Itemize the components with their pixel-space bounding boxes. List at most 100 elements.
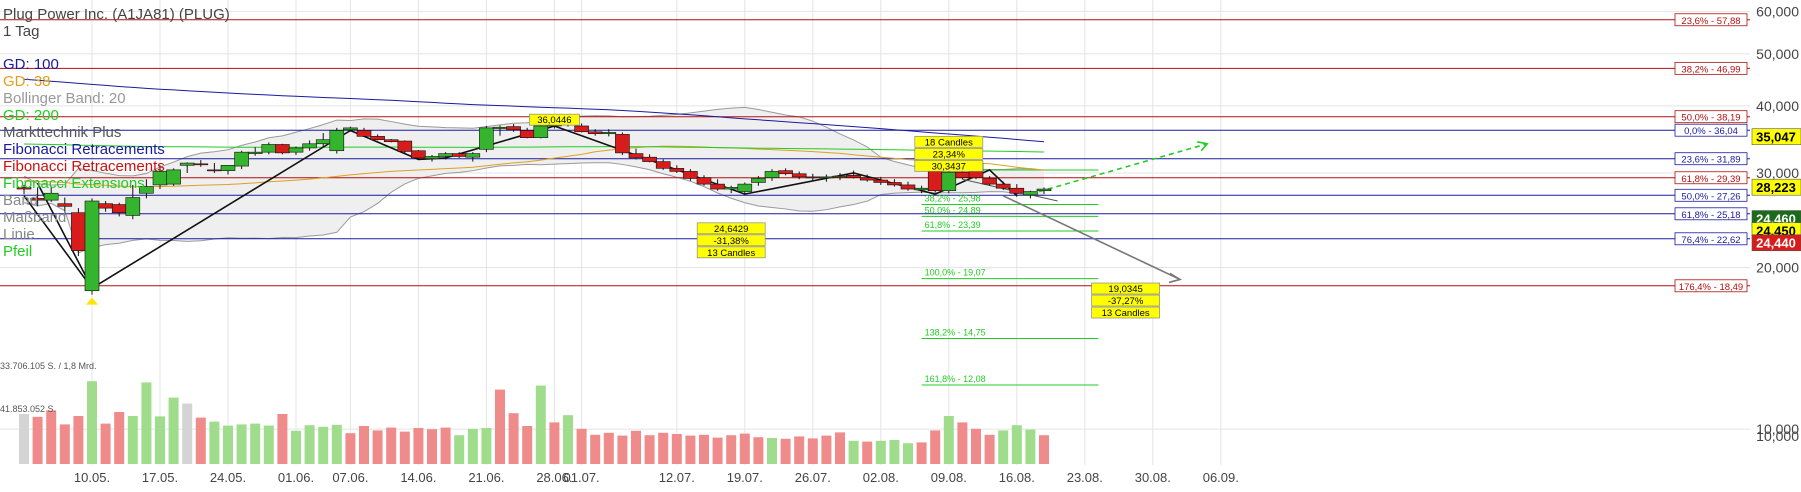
candle-body [438,153,453,157]
volume-bar [155,416,165,464]
candle-body [995,183,1011,189]
candle-body [819,176,834,179]
fib-right-label-box [1674,61,1748,75]
fib-right-label: 38,2% - 46,99 [1681,64,1740,75]
volume-bar [386,427,397,464]
candle-body [669,168,685,172]
volume-bar [957,422,968,464]
x-tick-label: 28.06. [536,470,572,485]
volume-bar [440,427,451,464]
fib-extension-label: 50,0% - 24,89 [925,205,981,215]
volume-bar [1025,429,1036,464]
candles [16,117,1052,295]
volume-bar [209,421,220,464]
volume-bar [971,428,981,464]
price-tag-box [1751,178,1801,196]
legend-item: Linie [3,226,35,243]
bollinger-band-lower [23,162,1045,254]
x-tick-label: 10.05. [74,470,110,485]
candle-body [125,197,141,216]
moving-averages [23,78,1045,188]
measure-arrow [1002,195,1181,281]
trend-line [36,182,93,289]
annotation-box [696,222,766,235]
candle-body [805,176,821,179]
price-tag-box [1751,128,1801,146]
volume-bar [535,385,546,464]
volume-bar [168,397,179,464]
volume-bar [127,416,138,464]
volume-bar [359,426,369,464]
volume-bar [1011,425,1022,464]
x-tick-label: 30.08. [1135,470,1171,485]
candle-body [955,171,970,178]
fib-right-label: 23,6% - 57,88 [1681,16,1740,27]
fib-right-label: 50,0% - 27,26 [1681,191,1740,202]
legend-item: Bollinger Band: 20 [3,90,126,107]
annotation-label: 24,6429 [714,224,748,235]
candle-body [927,170,943,192]
candle-body [737,183,753,192]
volume-bar [427,429,437,464]
legend-item: Fibonacci Extensions [3,175,145,192]
gd100-line [23,78,1045,143]
volume-bar [821,435,832,464]
fib-right-label: 61,8% - 25,18 [1681,210,1740,221]
candle-body [900,184,916,190]
candle-body [234,151,249,167]
candle-body [587,131,603,135]
fib-extension-label: 161,8% - 12,08 [925,374,986,384]
fib-right-label-box [1674,13,1748,27]
annotation-box [529,113,580,126]
volume-bar [943,416,954,464]
candle-body [261,144,277,153]
fib-right-label: 50,0% - 38,19 [1681,113,1740,124]
x-tick-label: 16.08. [999,470,1035,485]
legend-items: GD: 100 GD: 38 Bollinger Band: 20 GD: 200 Ma… [3,56,230,260]
candle-body [397,140,413,152]
gd200-line [23,143,1045,153]
legend-item: GD: 38 [3,73,51,90]
volume-bar [522,426,533,464]
volume-bar [236,424,247,464]
measure-arrow-head [1168,272,1183,284]
annotation-box [914,147,984,160]
candle-body [696,177,712,185]
candle-body [1023,191,1038,196]
x-tick-label: 26.07. [795,470,831,485]
legend-item: Fibonacci Retracements [3,158,165,175]
volume-bar [862,441,873,464]
volume-bar [631,430,641,464]
volume-bar [223,425,233,464]
annotation-box [696,234,766,247]
candle-body [574,125,589,133]
volume-bar [481,428,492,464]
candle-body [519,130,535,138]
legend-item: Band [3,192,39,209]
low-marker [86,297,98,305]
y-tick-label: 60,000 [1756,3,1799,19]
candle-body [683,171,698,179]
fib-right-label: 176,4% - 18,49 [1679,282,1743,293]
volume-bar [563,415,573,464]
annotation-label: 30,3437 [932,161,966,172]
volume-axis-label: 10,000 [1756,428,1799,444]
candle-body [873,179,889,183]
legend-item: Maßband [3,209,67,226]
volume-bar [549,422,560,464]
fib-extension-label: 138,2% - 14,75 [925,327,986,337]
volume-bar [998,430,1009,464]
annotation-label: 36,0446 [537,115,571,126]
fib-right-label-box [1674,110,1748,124]
candle-body [43,192,59,201]
annotation-label: 23,34% [933,149,966,160]
candle-body [57,203,73,207]
volume-bar [794,436,805,464]
volume-bar [73,416,84,464]
volume-bar [413,428,424,464]
volume-bar [87,381,97,464]
candle-body [778,170,793,175]
